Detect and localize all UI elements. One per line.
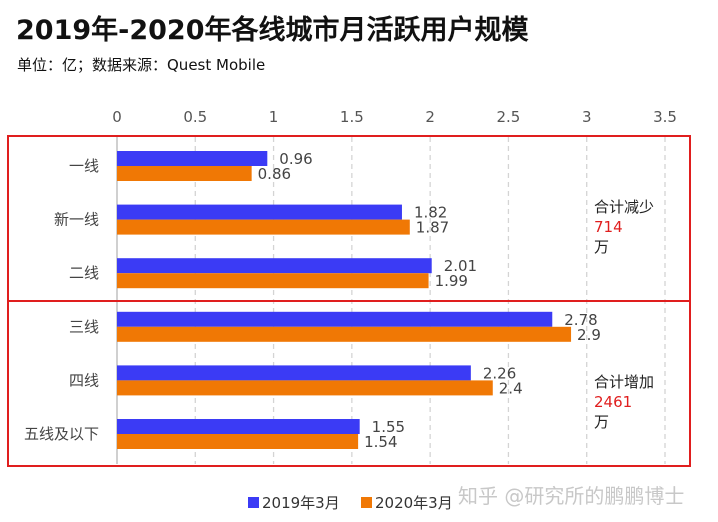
x-tick-label: 2 — [425, 108, 435, 126]
value-label: 2.78 — [564, 311, 597, 329]
value-label: 2.4 — [499, 379, 523, 397]
bar — [117, 434, 359, 449]
x-axis-ticks: 0 0.5 1 1.5 2 2.5 3 3.5 — [112, 108, 677, 126]
value-label: 2.26 — [483, 364, 516, 382]
value-labels: 0.960.86 1.821.87 2.011.99 2.782.9 2.262.4 1.… — [258, 150, 601, 451]
bar — [117, 273, 429, 289]
x-tick-label: 3.5 — [653, 108, 677, 126]
bars — [117, 151, 572, 449]
category-label: 新一线 — [54, 211, 99, 229]
highlight-frame-bottom — [7, 300, 691, 467]
x-tick-label: 3 — [582, 108, 592, 126]
legend-swatch-2019 — [248, 497, 259, 508]
chart-subtitle: 单位：亿；数据来源：Quest Mobile — [17, 56, 266, 74]
bar — [117, 326, 572, 342]
category-label: 三线 — [69, 318, 99, 336]
annotation-value: 2461 — [594, 393, 632, 411]
category-label: 五线及以下 — [24, 425, 99, 443]
x-tick-label: 1.5 — [340, 108, 364, 126]
legend-label-2020: 2020年3月 — [375, 494, 453, 512]
bar — [117, 204, 402, 220]
bar — [117, 151, 268, 166]
bar — [117, 258, 432, 274]
bar — [117, 219, 410, 235]
legend-swatch-2020 — [361, 497, 372, 508]
bar — [117, 419, 360, 434]
annotation-label: 合计增加 — [594, 373, 654, 391]
category-label: 一线 — [69, 157, 99, 175]
x-tick-label: 2.5 — [496, 108, 520, 126]
x-tick-label: 0 — [112, 108, 122, 126]
category-label: 四线 — [69, 371, 99, 389]
value-label: 0.86 — [258, 165, 291, 183]
value-label: 1.54 — [364, 433, 397, 451]
x-tick-label: 1 — [269, 108, 279, 126]
chart-title: 2019年-2020年各线城市月活跃用户规模 — [16, 15, 529, 46]
legend-item-2020[interactable]: 2020年3月 — [361, 492, 453, 513]
annotation-label: 合计减少 — [594, 198, 654, 216]
bar — [117, 166, 252, 181]
legend-label-2019: 2019年3月 — [262, 494, 340, 512]
annotation-unit: 万 — [594, 238, 609, 256]
bar — [117, 380, 493, 396]
value-label: 2.9 — [577, 326, 601, 344]
annotation-value: 714 — [594, 218, 623, 236]
value-label: 2.01 — [444, 257, 477, 275]
bar — [117, 311, 553, 327]
annotation-unit: 万 — [594, 413, 609, 431]
bar — [117, 365, 471, 381]
value-label: 1.99 — [435, 272, 468, 290]
category-label: 二线 — [69, 264, 99, 282]
x-tick-label: 0.5 — [183, 108, 207, 126]
watermark: 知乎 @研究所的鹏鹏博士 — [458, 484, 685, 508]
value-label: 0.96 — [279, 150, 312, 168]
legend-item-2019[interactable]: 2019年3月 — [248, 492, 340, 513]
value-label: 1.87 — [416, 219, 449, 237]
value-label: 1.82 — [414, 204, 447, 222]
highlight-frames — [7, 135, 691, 467]
value-label: 1.55 — [372, 418, 405, 436]
